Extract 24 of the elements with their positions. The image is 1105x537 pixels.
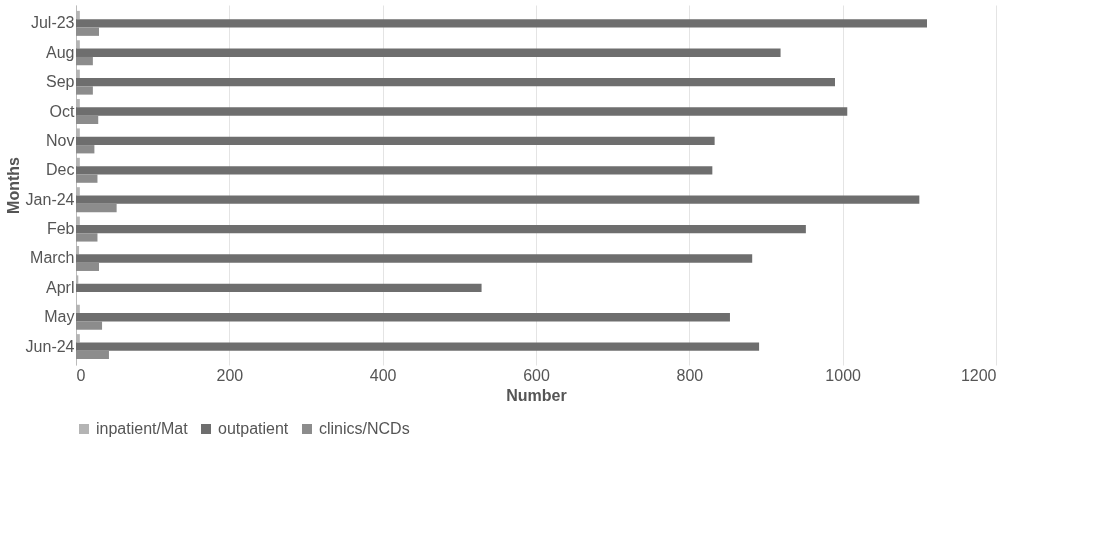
y-tick-label: May xyxy=(44,308,75,326)
y-tick-label: Nov xyxy=(46,131,75,149)
y-tick-label: Sep xyxy=(46,73,75,91)
y-axis-title: Months xyxy=(4,156,22,214)
y-tick-label: March xyxy=(30,249,75,267)
y-tick-label: Jan-24 xyxy=(25,190,75,208)
x-tick-label: 1000 xyxy=(825,366,862,384)
y-tick-label: Jul-23 xyxy=(30,14,75,32)
x-tick-label: 400 xyxy=(369,366,397,384)
legend-label: inpatient/Mat xyxy=(96,420,189,437)
x-tick-label: 800 xyxy=(676,366,704,384)
x-tick-label: 1200 xyxy=(960,366,997,384)
y-tick-label: Oct xyxy=(49,102,76,120)
x-tick-label: 200 xyxy=(216,366,244,384)
x-tick-label: 600 xyxy=(523,366,550,384)
y-tick-label: Aug xyxy=(46,43,75,61)
legend-label: outpatient xyxy=(218,420,289,437)
x-tick-label: 0 xyxy=(76,366,86,384)
x-axis-title: Number xyxy=(506,386,567,404)
y-tick-label: Jun-24 xyxy=(25,337,75,355)
y-tick-label: Feb xyxy=(46,220,75,238)
legend-label: clinics/NCDs xyxy=(319,420,410,437)
y-tick-label: Dec xyxy=(46,161,75,179)
y-tick-label: Aprl xyxy=(46,278,75,296)
